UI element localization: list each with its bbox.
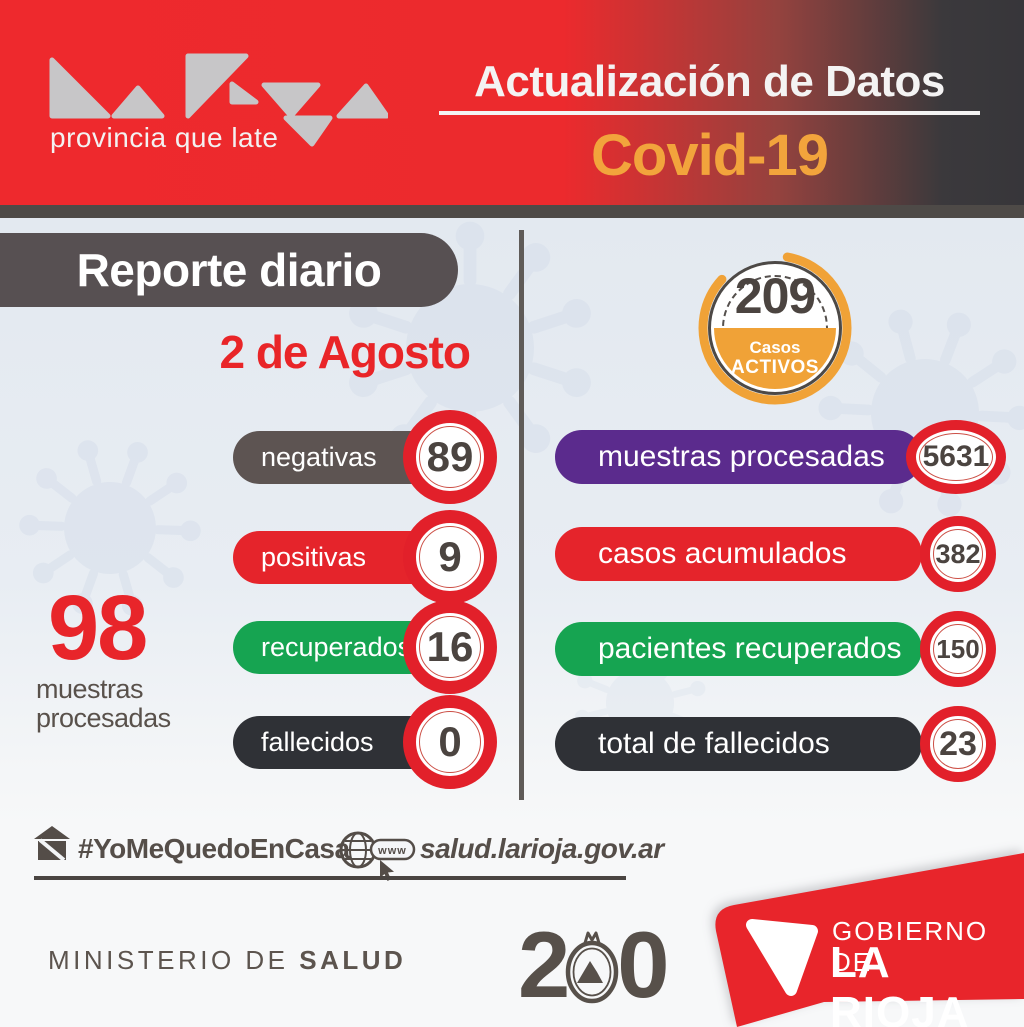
government-line2: LA RIOJA — [830, 938, 970, 1027]
gobierno-ribbon — [715, 853, 1024, 1027]
active-badge-arc — [698, 251, 852, 405]
stat-value: 23 — [939, 724, 977, 763]
stat-badge-negativas: 89 — [403, 410, 497, 504]
page-subtitle: Covid-19 — [591, 123, 829, 188]
total-badge-fallecidos: 23 — [920, 706, 996, 782]
stat-badge-positivas: 9 — [403, 510, 497, 604]
stat-value: 16 — [426, 623, 474, 670]
total-row-muestras: muestras procesadas — [555, 430, 922, 484]
hashtag-text: #YoMeQuedoEnCasa — [78, 833, 350, 864]
total-badge-acumulados: 382 — [920, 516, 996, 592]
active-cases-badge: 209 Casos ACTIVOS — [695, 248, 855, 408]
report-date: 2 de Agosto — [219, 326, 471, 378]
globe-www-icon: www — [339, 831, 416, 881]
total-row-recuperados: pacientes recuperados — [555, 622, 922, 676]
active-cases-value: 209 — [734, 268, 816, 324]
header-title-block: Actualización de Datos Covid-19 — [437, 0, 982, 205]
stat-value: 89 — [426, 433, 474, 480]
house-icon — [34, 826, 70, 860]
stat-value: 150 — [936, 633, 980, 664]
total-badge-recuperados: 150 — [920, 611, 996, 687]
stat-label: muestras procesadas — [598, 440, 885, 473]
total-badge-muestras: 5631 — [906, 420, 1006, 494]
stat-label: casos acumulados — [598, 537, 847, 570]
report-title-pill: Reporte diario — [0, 233, 458, 307]
stat-label: recuperados — [261, 632, 412, 662]
la-rioja-logo — [49, 53, 388, 147]
stat-badge-recuperados: 16 — [403, 600, 497, 694]
bicentennial-emblem — [566, 931, 619, 1004]
stat-label: fallecidos — [261, 727, 374, 757]
columns-divider — [519, 230, 524, 800]
stat-label: positivas — [261, 542, 367, 572]
stat-badge-fallecidos: 0 — [403, 695, 497, 789]
stat-label: total de fallecidos — [598, 727, 830, 760]
header-banner: provincia que late Actualización de Dato… — [0, 0, 1024, 205]
daily-samples-label: muestras procesadas — [36, 673, 171, 733]
main-content: Reporte diario 2 de Agosto negativas 89 … — [0, 218, 1024, 1027]
website-text: salud.larioja.gov.ar — [420, 833, 664, 864]
stat-value: 0 — [438, 718, 462, 765]
gobierno-triangle-logo — [746, 919, 818, 996]
title-underline — [439, 111, 980, 115]
svg-text:www: www — [377, 845, 407, 857]
active-cases-label: Casos ACTIVOS — [731, 338, 819, 378]
stat-label: negativas — [261, 442, 377, 472]
bicentennial-logo: 2 0 — [518, 912, 670, 1017]
stat-value: 382 — [935, 538, 981, 569]
total-row-fallecidos: total de fallecidos — [555, 717, 922, 771]
stat-label: pacientes recuperados — [598, 632, 902, 665]
header-divider-strip — [0, 205, 1024, 218]
total-row-acumulados: casos acumulados — [555, 527, 922, 581]
logo-tagline: provincia que late — [50, 122, 279, 153]
footer-divider-line — [34, 876, 626, 880]
cursor-icon — [380, 860, 394, 881]
stat-value: 5631 — [922, 440, 990, 473]
daily-samples-block: 98 muestras procesadas — [36, 577, 206, 733]
daily-samples-value: 98 — [48, 577, 148, 679]
ministry-title: MINISTERIO DE SALUD — [48, 945, 407, 975]
stat-value: 9 — [438, 533, 462, 580]
page-title: Actualización de Datos — [474, 57, 945, 106]
government-line1: GOBIERNO DE — [832, 916, 989, 977]
